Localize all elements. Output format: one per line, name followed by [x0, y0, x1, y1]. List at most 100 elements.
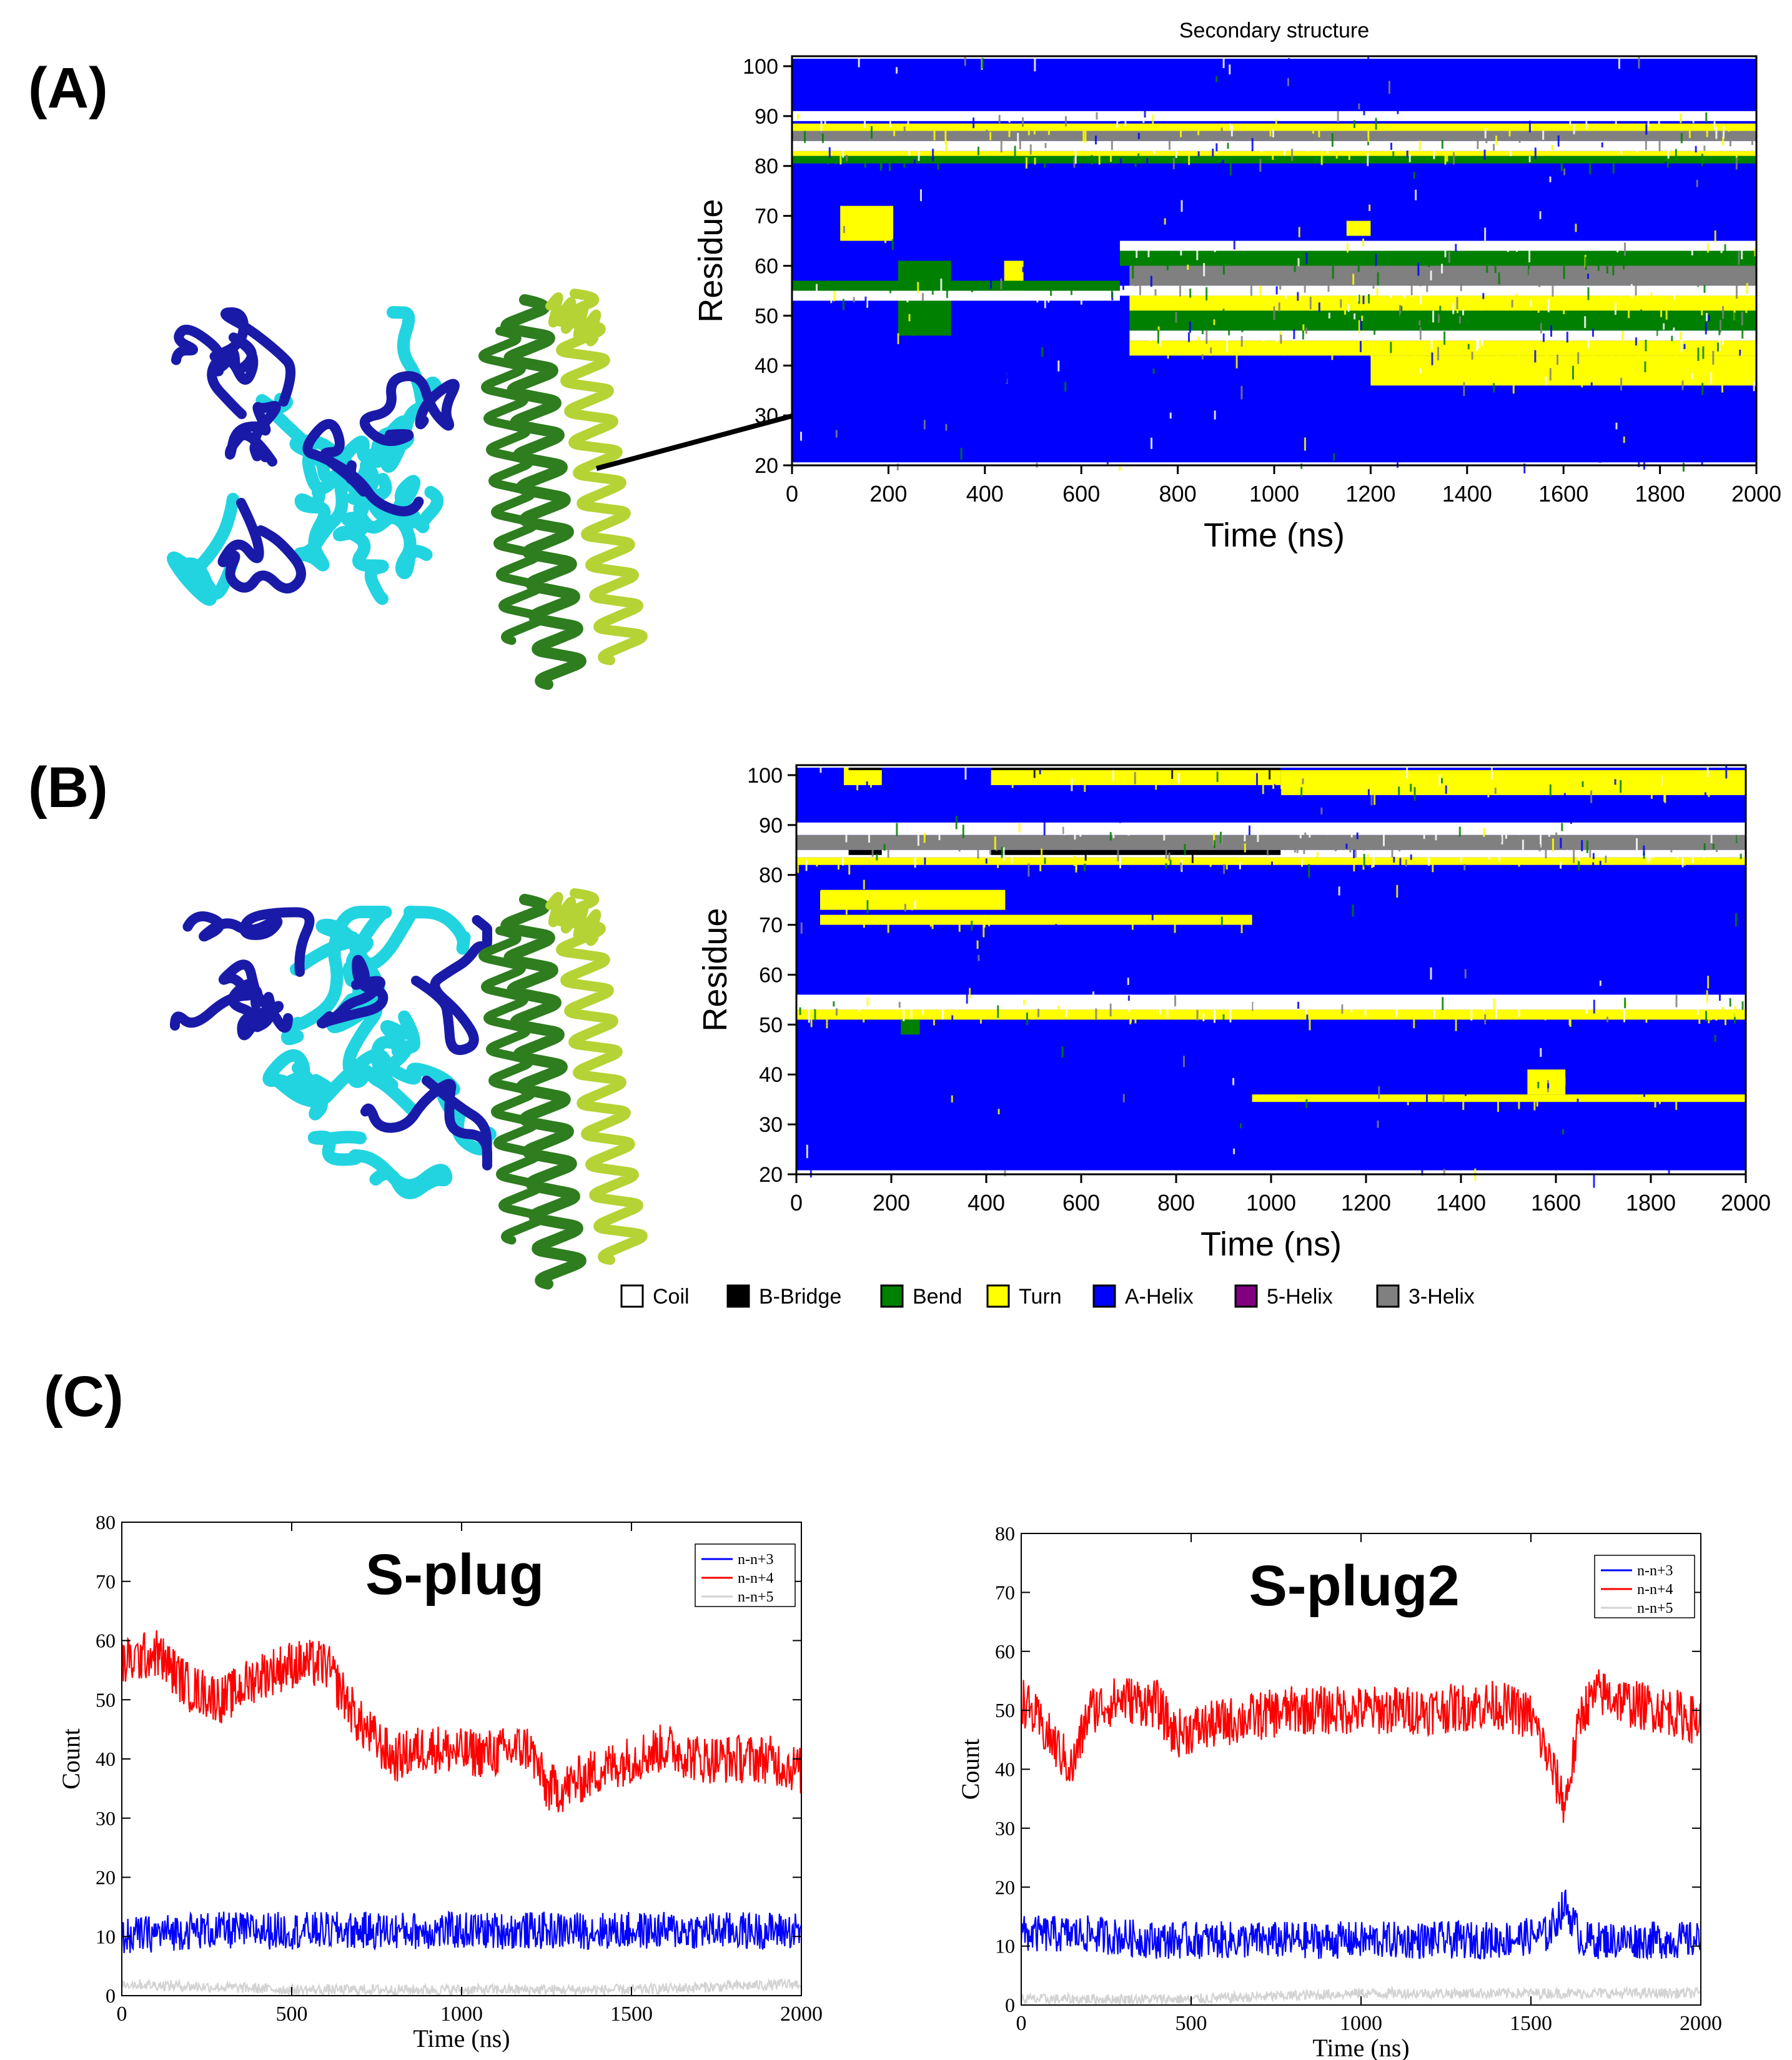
chart-a-texture — [1034, 157, 1036, 165]
chart-a-texture — [932, 149, 934, 162]
chart-b-texture — [1095, 1008, 1097, 1020]
chart-a-xtick-label: 1400 — [1442, 481, 1492, 507]
chart-a-xlabel: Time (ns) — [1204, 517, 1345, 554]
chart-a-texture — [1133, 285, 1136, 295]
chart-a-texture — [1581, 378, 1583, 388]
chart-a-region-bend — [1119, 250, 1756, 266]
chart-b-texture — [1615, 895, 1617, 904]
chart-b-region-coil — [796, 1170, 1746, 1174]
chart-b-texture — [1692, 849, 1695, 863]
chart-b-texture — [1549, 784, 1552, 797]
chart-a-texture — [1340, 299, 1342, 308]
chart-a-texture — [1000, 141, 1002, 152]
chart-a-texture — [1052, 463, 1054, 470]
chart-a-texture — [1215, 76, 1218, 82]
chart-a-texture — [799, 432, 802, 441]
chart-a-region-bend — [792, 156, 1756, 164]
chart-b-texture — [1012, 773, 1015, 781]
chart-a-texture — [1124, 72, 1126, 81]
chart-b-texture — [1482, 835, 1484, 849]
chart-b-texture — [1037, 1008, 1040, 1018]
chart-b-texture — [864, 1012, 867, 1019]
chart-a-texture — [1376, 288, 1379, 301]
chart-a-texture — [893, 127, 896, 136]
chart-a-texture — [1663, 323, 1665, 330]
chart-a-texture — [1022, 267, 1024, 272]
chart-a-texture — [1372, 275, 1375, 289]
chart-b-texture — [856, 784, 859, 791]
chart-a-texture — [1298, 227, 1300, 237]
chart-b-texture — [845, 901, 848, 915]
chart-a-texture — [824, 112, 826, 125]
chart-a-texture — [940, 278, 943, 292]
protein-loop — [360, 1076, 492, 1171]
chart-a-texture — [1151, 437, 1153, 449]
chart-a-texture — [1359, 340, 1362, 352]
chart-c2-series-n-n+4 — [1020, 1669, 1702, 1823]
chart-b-texture — [1577, 1098, 1579, 1108]
chart-a-texture — [829, 360, 832, 374]
chart-b-texture — [988, 919, 991, 926]
chart-a-ytick-label: 30 — [755, 404, 778, 428]
chart-a-texture — [960, 447, 963, 460]
chart-b-texture — [1180, 862, 1182, 870]
chart-a-texture — [1747, 253, 1750, 261]
chart-a-texture — [1714, 230, 1716, 242]
chart-b-texture — [1109, 1003, 1112, 1017]
chart-a-texture — [973, 117, 975, 129]
chart-b-xtick-label: 1200 — [1341, 1190, 1391, 1216]
chart-b-texture — [1220, 916, 1223, 926]
chart-a-texture — [1715, 127, 1718, 139]
chart-b-texture — [1173, 995, 1176, 1008]
chart-b-texture — [1522, 1084, 1524, 1091]
chart-a-texture — [1388, 81, 1390, 94]
chart-a-texture — [1705, 312, 1708, 322]
chart-a-texture — [1534, 147, 1537, 159]
chart-a-texture — [1457, 230, 1459, 237]
chart-a-texture — [1392, 151, 1395, 157]
chart-a-texture — [1482, 293, 1485, 299]
chart-a-texture — [1224, 319, 1227, 327]
chart-b-texture — [1703, 853, 1705, 859]
chart-b-texture — [1271, 861, 1274, 875]
chart-b-texture — [1490, 766, 1493, 780]
chart-a-texture — [1477, 139, 1479, 149]
chart-a-texture — [1473, 141, 1476, 150]
chart-b-texture — [1026, 1013, 1028, 1026]
chart-c1-ytick-label: 10 — [96, 1925, 116, 1948]
chart-a-texture — [989, 132, 992, 141]
chart-b-texture — [1395, 1006, 1398, 1018]
chart-a-texture — [1502, 185, 1504, 191]
chart-b-texture — [1442, 781, 1444, 789]
chart-a-texture — [1205, 287, 1208, 300]
chart-b-texture — [1062, 826, 1065, 834]
chart-b-texture — [1297, 1001, 1300, 1009]
chart-b-texture — [1335, 837, 1337, 851]
chart-a-texture — [1259, 159, 1262, 172]
chart-a-texture — [1347, 304, 1350, 312]
chart-a-texture — [1454, 251, 1457, 257]
chart-a-texture — [1587, 339, 1590, 349]
chart-b-texture — [1493, 777, 1495, 785]
chart-a-texture — [1403, 292, 1405, 299]
protein-helix — [478, 926, 546, 1245]
chart-a-texture — [1397, 250, 1400, 262]
chart-b-texture — [1610, 782, 1612, 790]
chart-b-texture — [936, 838, 939, 845]
chart-a-texture — [1331, 72, 1334, 79]
chart-b-texture — [1673, 943, 1675, 954]
chart-c2-ytick-label: 20 — [995, 1876, 1015, 1898]
chart-b-texture — [868, 831, 870, 843]
chart-b-texture — [1258, 996, 1260, 1008]
chart-a-texture — [1701, 154, 1703, 166]
chart-a-texture — [1440, 344, 1443, 349]
chart-a-texture — [1605, 365, 1608, 373]
chart-a-texture — [1157, 330, 1159, 344]
chart-b-texture — [1577, 1078, 1579, 1086]
chart-a-texture — [1546, 272, 1548, 283]
chart-a-texture — [1152, 114, 1154, 128]
chart-b-texture — [876, 854, 878, 861]
chart-a-texture — [1518, 347, 1521, 357]
chart-a-texture — [1681, 380, 1684, 390]
chart-a-texture — [843, 299, 845, 310]
